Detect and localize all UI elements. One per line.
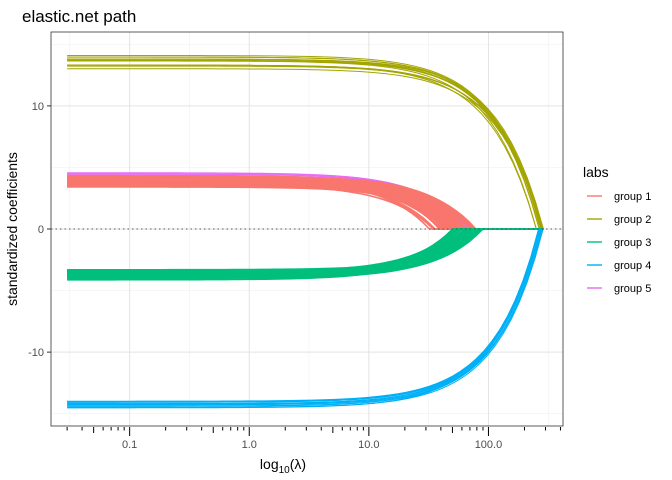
y-tick-label: 0	[38, 224, 44, 236]
series-line	[67, 228, 544, 271]
x-tick-label: 1.0	[242, 439, 257, 451]
legend-title: labs	[583, 164, 609, 180]
y-axis: -10 0 10	[28, 101, 51, 359]
series-line	[67, 56, 544, 230]
series-line	[67, 64, 544, 230]
chart-title: elastic.net path	[22, 7, 136, 26]
x-tick-label: 0.1	[122, 439, 137, 451]
series-group-1	[67, 174, 544, 230]
legend-label: group 3	[614, 237, 651, 249]
x-axis-title-base: log	[260, 456, 279, 472]
series-line	[67, 58, 544, 230]
series-layer	[67, 54, 544, 409]
legend-label: group 1	[614, 191, 651, 203]
x-tick-label: 10.0	[358, 439, 379, 451]
series-group-3	[67, 228, 544, 281]
x-axis-title-subscript: 10	[279, 465, 291, 476]
series-line	[67, 228, 544, 402]
x-axis-title: log10(λ)	[260, 456, 306, 476]
series-group-2	[67, 54, 544, 230]
series-line	[67, 228, 544, 406]
y-tick-label: 10	[32, 101, 44, 113]
y-tick-label: -10	[28, 347, 44, 359]
series-group-4	[67, 228, 544, 409]
legend-label: group 4	[614, 260, 651, 272]
legend: labs group 1 group 2 group 3 group 4 group 5	[583, 164, 651, 297]
series-line	[67, 228, 544, 275]
plot-area	[50, 31, 564, 427]
legend-label: group 5	[614, 283, 651, 295]
x-axis-title-argument: (λ)	[290, 456, 306, 472]
series-line	[67, 228, 544, 273]
series-line	[67, 228, 544, 408]
legend-label: group 2	[614, 214, 651, 226]
series-line	[67, 176, 544, 230]
y-axis-title: standardized coefficients	[4, 152, 20, 306]
series-line	[67, 179, 544, 230]
series-line	[67, 68, 544, 230]
series-line	[67, 175, 544, 230]
x-tick-label: 100.0	[475, 439, 503, 451]
x-axis: 0.1 1.0 10.0 100.0	[66, 427, 561, 451]
series-line	[67, 60, 544, 230]
series-line	[67, 54, 544, 230]
